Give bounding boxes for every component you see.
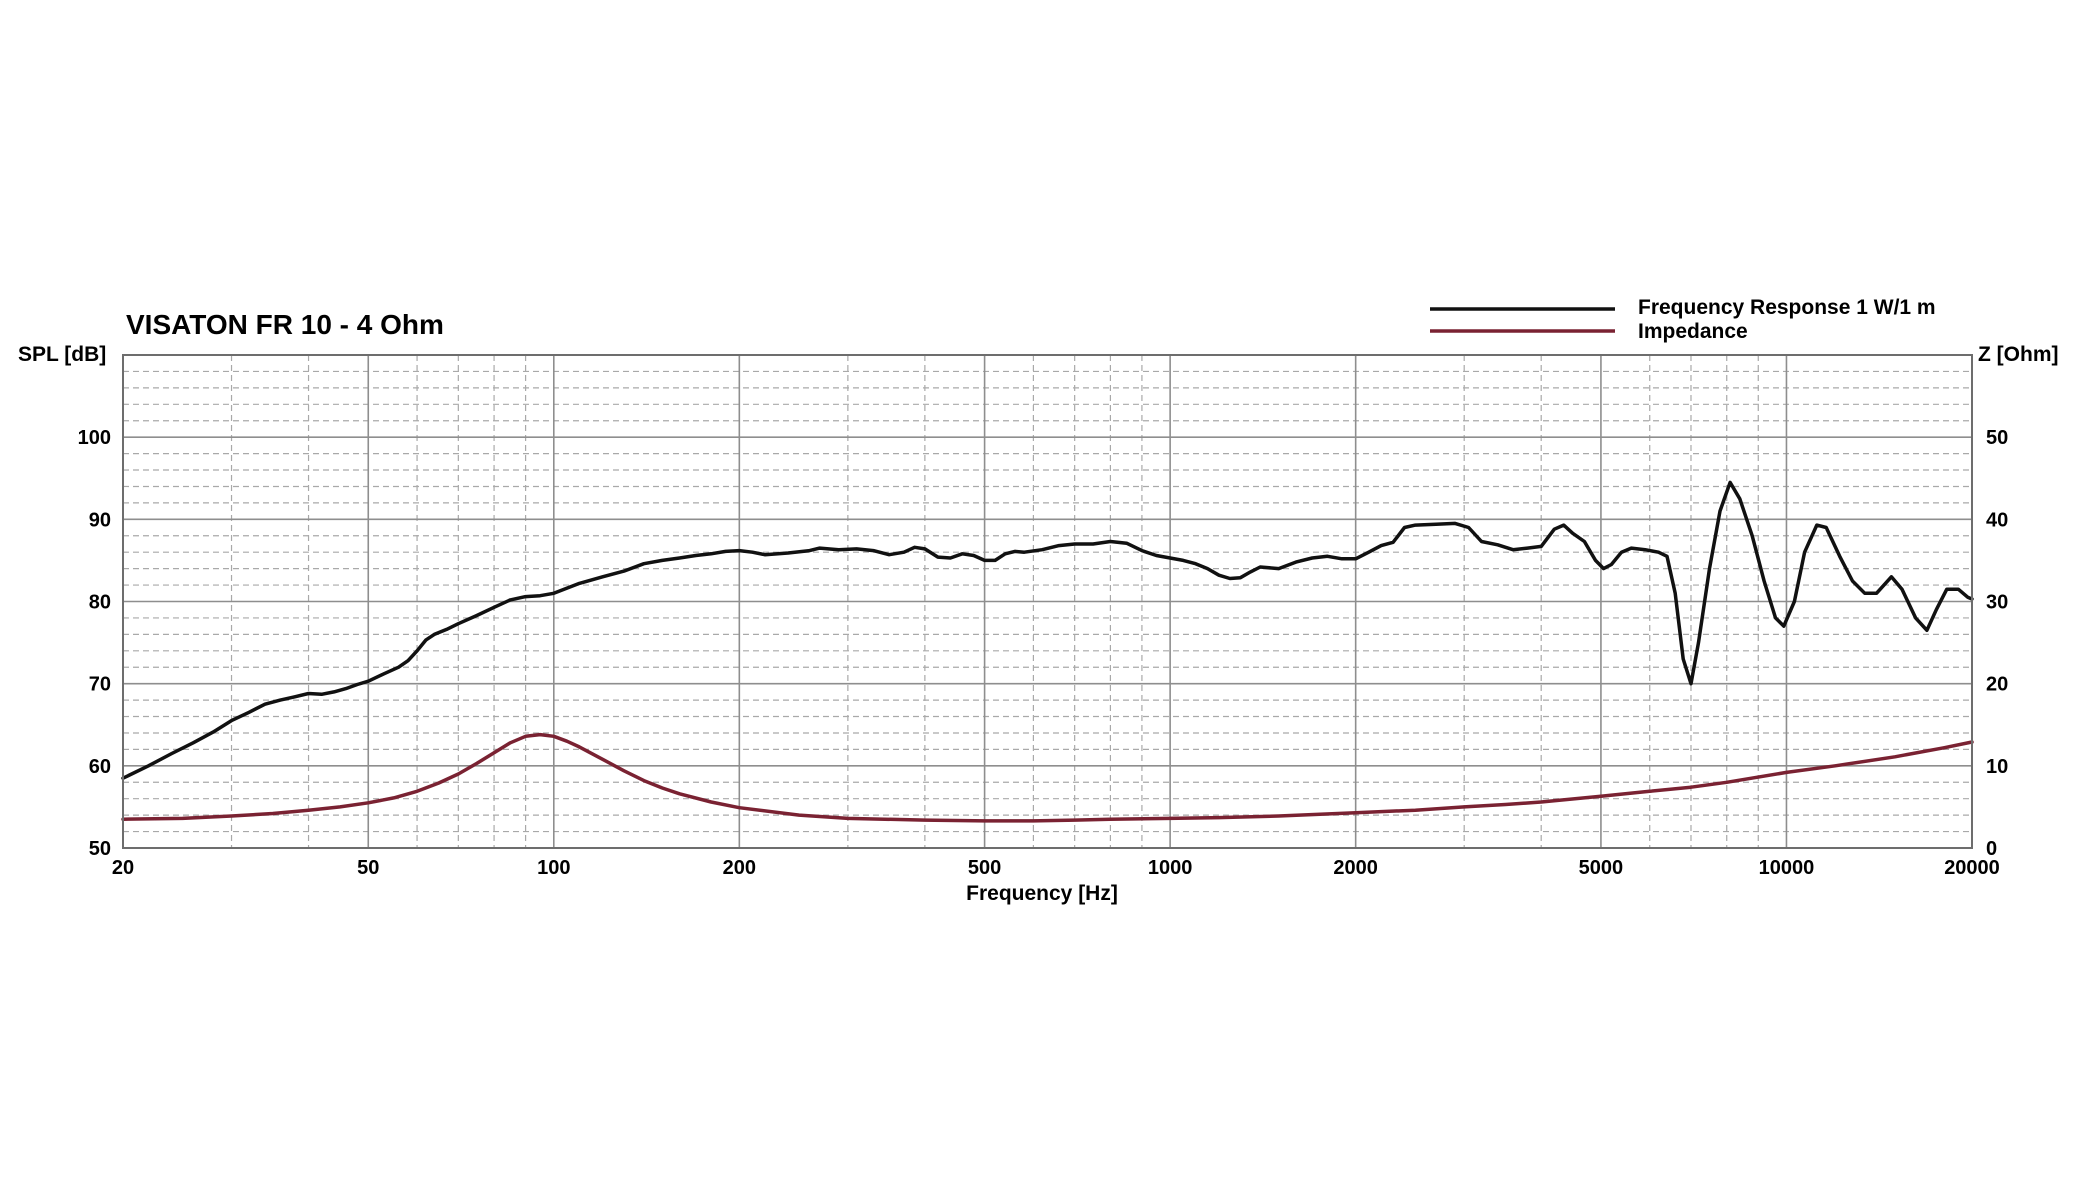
x-tick-label: 1000: [1148, 857, 1193, 879]
y-left-tick-label: 60: [89, 756, 111, 778]
plot-frame: [122, 354, 1973, 849]
y-left-tick-label: 80: [89, 592, 111, 614]
x-tick-label: 10000: [1759, 857, 1815, 879]
y-left-tick-label: 50: [89, 838, 111, 860]
y-axis-right-label: Z [Ohm]: [1978, 343, 2058, 366]
legend-label-impedance: Impedance: [1638, 320, 1748, 343]
y-left-tick-label: 70: [89, 674, 111, 696]
x-tick-label: 500: [968, 857, 1001, 879]
y-left-tick-label: 100: [78, 427, 111, 449]
x-tick-label: 20000: [1944, 857, 2000, 879]
y-axis-left-label: SPL [dB]: [18, 343, 106, 366]
y-right-tick-label: 40: [1986, 509, 2008, 531]
legend: Frequency Response 1 W/1 m Impedance: [1430, 296, 1936, 343]
x-tick-label: 20: [112, 857, 134, 879]
x-tick-label: 5000: [1579, 857, 1624, 879]
y-right-tick-label: 30: [1986, 592, 2008, 614]
chart-title: VISATON FR 10 - 4 Ohm: [126, 309, 444, 340]
x-axis-label: Frequency [Hz]: [966, 882, 1118, 905]
series-line-frequency-response: [121, 480, 1974, 780]
y-right-tick-label: 10: [1986, 756, 2008, 778]
series-lines: [121, 480, 1974, 823]
x-tick-label: 200: [723, 857, 756, 879]
tick-labels: 20 50 100 200 500 1000 2000 5000 10000 2000050607…: [78, 427, 2009, 879]
y-right-tick-label: 50: [1986, 427, 2008, 449]
x-tick-label: 100: [537, 857, 570, 879]
legend-label-frequency-response: Frequency Response 1 W/1 m: [1638, 296, 1936, 319]
y-left-tick-label: 90: [89, 509, 111, 531]
x-tick-label: 50: [357, 857, 379, 879]
series-line-impedance: [121, 732, 1974, 823]
x-tick-label: 2000: [1333, 857, 1378, 879]
y-right-tick-label: 20: [1986, 674, 2008, 696]
y-right-tick-label: 0: [1986, 838, 1997, 860]
